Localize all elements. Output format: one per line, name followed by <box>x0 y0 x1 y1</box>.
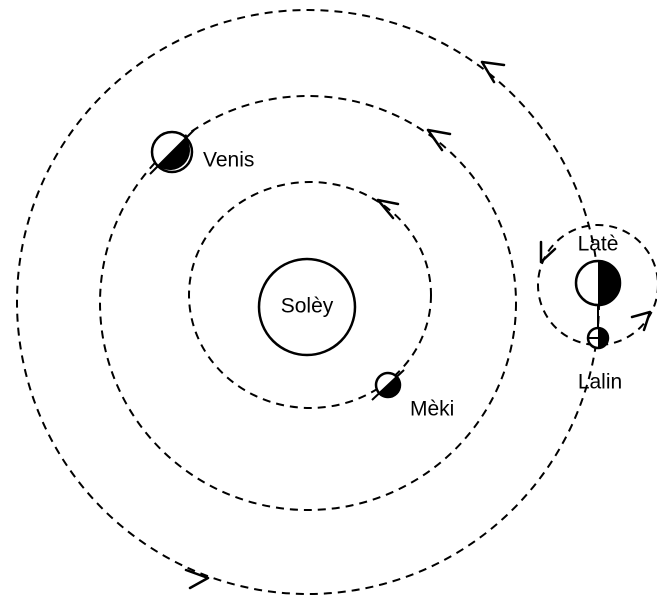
arrow <box>480 60 506 84</box>
earth-label: Latè <box>578 233 619 256</box>
sun <box>257 257 357 357</box>
mercury-label: Mèki <box>410 398 454 421</box>
arrow <box>426 128 452 152</box>
venus-orbit <box>99 95 517 511</box>
arrow <box>184 568 210 590</box>
moon-orbit <box>537 224 657 346</box>
arrow <box>539 240 557 264</box>
arrow <box>376 198 400 220</box>
venus-label: Venis <box>203 149 254 172</box>
venus-shadow <box>158 138 190 170</box>
mercury-orbit <box>188 181 432 409</box>
arrow <box>630 310 652 332</box>
earth-shadow <box>598 261 620 305</box>
venus-axis <box>149 129 195 175</box>
sun-label: Solèy <box>281 295 334 318</box>
mercury-shadow <box>379 377 401 398</box>
moon-label: Lalin <box>578 371 622 394</box>
mercury-axis <box>371 369 405 401</box>
